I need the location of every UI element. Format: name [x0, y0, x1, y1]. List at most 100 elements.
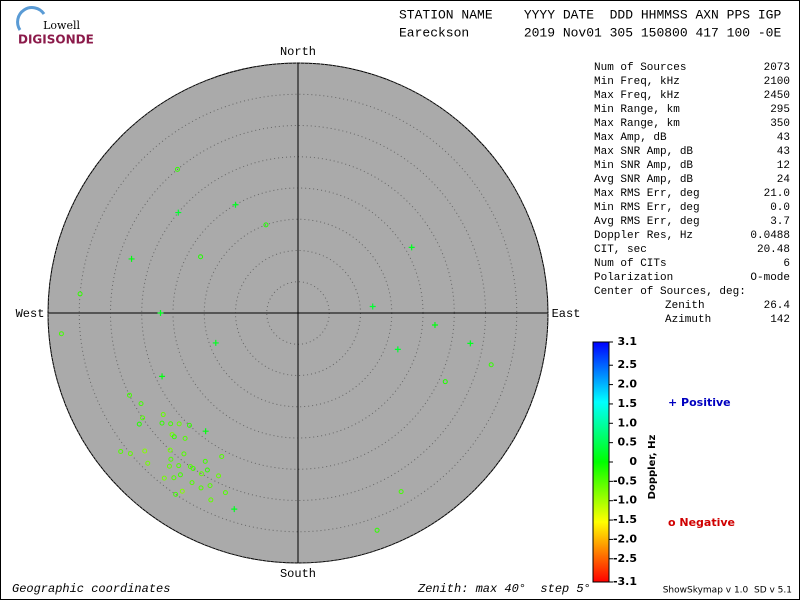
source-positive — [202, 428, 209, 435]
source-negative — [168, 421, 174, 427]
source-positive — [231, 506, 238, 513]
source-negative — [168, 456, 174, 462]
source-negative — [138, 401, 144, 407]
source-negative — [374, 527, 380, 533]
source-negative — [136, 421, 142, 427]
stat-label: Doppler Res, Hz — [594, 230, 693, 242]
colorbar-tick-label: 2.0 — [618, 378, 638, 391]
colorbar-tick-label: -3.1 — [613, 575, 637, 588]
stat-value: 295 — [770, 104, 790, 116]
source-negative — [207, 483, 213, 489]
colorbar-tick-label: -1.5 — [613, 513, 637, 526]
stat-label: Max Range, km — [594, 118, 680, 130]
stat-label: Max Amp, dB — [594, 132, 667, 144]
source-negative — [126, 392, 132, 398]
stat-value: 12 — [777, 160, 790, 172]
source-positive — [159, 373, 166, 380]
colorbar-tick-label: 1.5 — [618, 397, 638, 410]
stat-value: 350 — [770, 118, 790, 130]
colorbar-tick-label: 3.1 — [618, 335, 638, 348]
source-negative — [198, 471, 204, 477]
source-negative — [173, 491, 179, 497]
source-positive — [369, 303, 376, 310]
source-positive — [128, 255, 135, 262]
source-negative — [182, 435, 188, 441]
legend-positive: + Positive — [668, 396, 731, 409]
source-negative — [160, 412, 166, 418]
source-negative — [204, 467, 210, 473]
stat-label: Num of CITs — [594, 258, 667, 270]
source-negative — [216, 473, 222, 479]
source-negative — [167, 447, 173, 453]
stat-label: Center of Sources, deg: — [594, 286, 746, 298]
stat-value: 43 — [777, 146, 790, 158]
source-negative — [140, 415, 146, 421]
logo-arc — [16, 6, 46, 31]
source-negative — [208, 497, 214, 503]
source-positive — [157, 310, 164, 316]
stat-value: O-mode — [750, 272, 790, 284]
stat-label: Min SNR Amp, dB — [594, 160, 693, 172]
stat-label: Avg RMS Err, deg — [594, 216, 700, 228]
logo-top: Lowell — [43, 19, 80, 32]
source-positive — [431, 321, 438, 328]
source-negative — [219, 453, 225, 459]
stat-label: Azimuth — [665, 314, 711, 326]
colorbar-tick-label: 0 — [629, 455, 637, 468]
source-negative — [198, 485, 204, 491]
stat-value: 142 — [770, 314, 790, 326]
source-negative — [174, 166, 180, 172]
source-negative — [171, 434, 177, 440]
colorbar — [592, 341, 610, 583]
source-positive — [212, 339, 219, 346]
source-positive — [408, 244, 415, 251]
colorbar-tick-label: -1.0 — [613, 494, 637, 507]
stat-label: Max Freq, kHz — [594, 90, 680, 102]
stat-value: 2450 — [764, 90, 790, 102]
source-negative — [77, 291, 83, 297]
source-negative — [186, 422, 192, 428]
stat-label: Polarization — [594, 272, 673, 284]
direction-label: South — [280, 567, 316, 581]
logo-bottom: DIGISONDE — [18, 33, 94, 47]
source-negative — [171, 475, 177, 481]
source-negative — [442, 379, 448, 385]
source-negative — [181, 451, 187, 457]
source-negative — [118, 449, 124, 455]
colorbar-tick-label: 0.5 — [618, 436, 638, 449]
stat-value: 2073 — [764, 62, 790, 74]
stat-label: Max RMS Err, deg — [594, 188, 700, 200]
stat-label: Num of Sources — [594, 62, 686, 74]
source-negative — [190, 465, 196, 471]
source-negative — [127, 451, 133, 457]
stat-value: 6 — [783, 258, 790, 270]
direction-label: West — [16, 307, 45, 321]
direction-label: East — [552, 307, 581, 321]
stat-value: 26.4 — [764, 300, 791, 312]
stat-value: 21.0 — [764, 188, 790, 200]
colorbar-tick-label: -0.5 — [613, 474, 637, 487]
direction-label: North — [280, 45, 316, 59]
colorbar-tick-label: 1.0 — [618, 416, 638, 429]
colorbar-tick-label: -2.0 — [613, 532, 637, 545]
stat-value: 0.0488 — [750, 230, 790, 242]
stat-value: 24 — [777, 174, 791, 186]
colorbar-tick-label: -2.5 — [613, 552, 637, 565]
source-positive — [232, 201, 239, 208]
stat-label: Min Freq, kHz — [594, 76, 680, 88]
source-negative — [179, 488, 185, 494]
source-positive — [467, 340, 474, 347]
colorbar-tick-label: 2.5 — [618, 358, 638, 371]
source-negative — [488, 362, 494, 368]
stat-label: Zenith — [665, 300, 705, 312]
source-positive — [394, 346, 401, 353]
footer-left: Geographic coordinates — [12, 582, 170, 596]
source-negative — [166, 463, 172, 469]
source-negative — [142, 448, 148, 454]
source-negative — [263, 222, 269, 228]
source-negative — [198, 254, 204, 260]
stat-value: 20.48 — [757, 244, 790, 256]
source-negative — [145, 460, 151, 466]
